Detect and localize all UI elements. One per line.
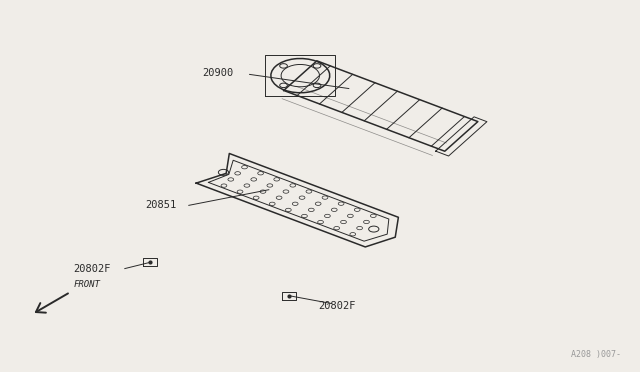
Text: 20802F: 20802F: [74, 264, 111, 274]
Text: 20851: 20851: [145, 201, 176, 210]
Text: 20802F: 20802F: [319, 301, 356, 311]
Text: FRONT: FRONT: [74, 280, 100, 289]
Text: A208 )007-: A208 )007-: [571, 350, 621, 359]
Text: 20900: 20900: [202, 68, 234, 77]
FancyArrowPatch shape: [36, 294, 68, 313]
